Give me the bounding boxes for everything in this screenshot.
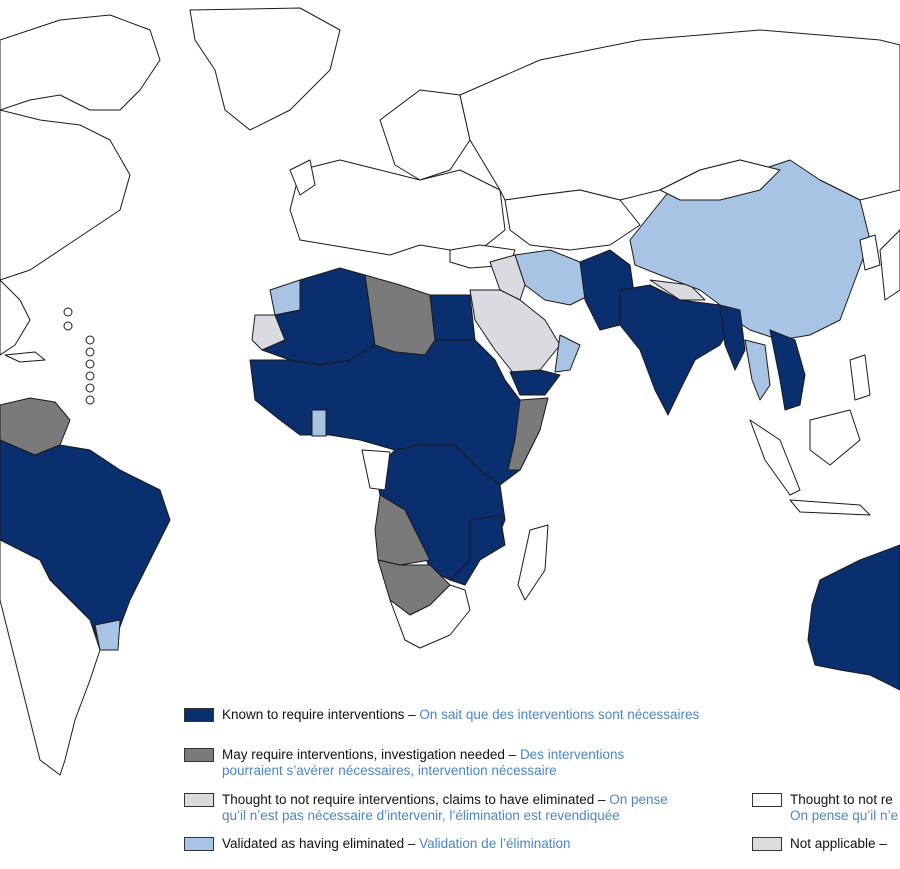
region-central-america	[0, 279, 31, 356]
region-ghana	[311, 409, 327, 437]
legend-known: Known to require interventions – On sait…	[184, 707, 699, 723]
legend-may-fr1: Des interventions	[519, 747, 625, 762]
region-uk	[289, 159, 316, 196]
region-australia	[807, 544, 900, 691]
region-north-west-africa	[261, 267, 376, 366]
region-saudi	[469, 289, 561, 376]
legend-may-en: May require interventions, investigation…	[222, 747, 505, 762]
island-4	[85, 347, 95, 357]
region-south-africa	[389, 584, 471, 649]
island-2	[63, 321, 73, 331]
swatch-not-applicable	[752, 837, 782, 851]
island-3	[85, 335, 95, 345]
region-canada-north	[0, 14, 161, 111]
legend-thought-en: Thought to not require interventions, cl…	[222, 792, 595, 807]
region-scandinavia	[379, 89, 471, 181]
region-philippines	[849, 354, 871, 401]
region-north-america	[0, 109, 131, 281]
island-cuba	[4, 351, 46, 363]
legend-not-applicable-en: Not applicable	[790, 836, 876, 851]
region-yemen	[509, 369, 561, 396]
legend-thought-fr1: On pense	[609, 792, 668, 807]
region-sumatra	[749, 419, 801, 496]
region-mozambique	[449, 514, 506, 586]
legend-thought-white: Thought to not re On pense qu’il n’e	[752, 792, 898, 824]
region-thailand	[744, 339, 771, 401]
island-8	[85, 395, 95, 405]
region-madagascar	[517, 524, 549, 601]
region-egypt	[429, 294, 476, 341]
swatch-thought-white	[752, 793, 782, 807]
legend-validated-fr: Validation de l’élimination	[419, 836, 571, 851]
region-somalia	[507, 397, 549, 471]
region-gabon	[361, 449, 391, 491]
region-mongolia	[659, 159, 781, 201]
island-6	[85, 371, 95, 381]
legend-thought-white-en: Thought to not re	[790, 792, 893, 807]
legend-thought-white-fr: On pense qu’il n’e	[790, 808, 899, 823]
island-5	[85, 359, 95, 369]
region-japan	[879, 229, 900, 301]
region-greenland	[189, 7, 341, 131]
legend-known-en: Known to require interventions	[222, 707, 405, 722]
region-nepal	[649, 279, 706, 301]
region-libya	[364, 274, 436, 356]
region-central-asia	[504, 189, 641, 251]
legend-thought: Thought to not require interventions, cl…	[184, 792, 668, 824]
swatch-validated	[184, 837, 214, 851]
region-europe	[289, 159, 506, 256]
region-angola	[374, 494, 431, 566]
swatch-may	[184, 748, 214, 762]
swatch-known	[184, 708, 214, 722]
region-korea	[859, 234, 881, 271]
region-vietnam	[769, 329, 806, 411]
legend-validated-en: Validated as having eliminated	[222, 836, 405, 851]
legend-may: May require interventions, investigation…	[184, 747, 624, 779]
legend-thought-fr2: qu’il n’est pas nécessaire d’intervenir,…	[222, 808, 620, 823]
region-oman	[554, 334, 581, 373]
region-java	[789, 499, 871, 516]
legend-not-applicable: Not applicable –	[752, 836, 887, 852]
island-7	[85, 383, 95, 393]
legend-may-fr2: pourraient s’avérer nécessaires, interve…	[222, 763, 557, 778]
region-borneo	[809, 409, 861, 466]
region-iran-region	[514, 249, 591, 306]
region-southern-cone	[0, 539, 101, 776]
legend-validated: Validated as having eliminated – Validat…	[184, 836, 570, 852]
swatch-thought	[184, 793, 214, 807]
region-myanmar	[719, 304, 746, 371]
legend-known-fr: On sait que des interventions sont néces…	[419, 707, 700, 722]
region-iraq	[489, 254, 526, 301]
region-india	[619, 284, 736, 416]
region-south-brazil	[94, 619, 121, 651]
island-1	[63, 307, 73, 317]
region-russia	[459, 29, 900, 201]
